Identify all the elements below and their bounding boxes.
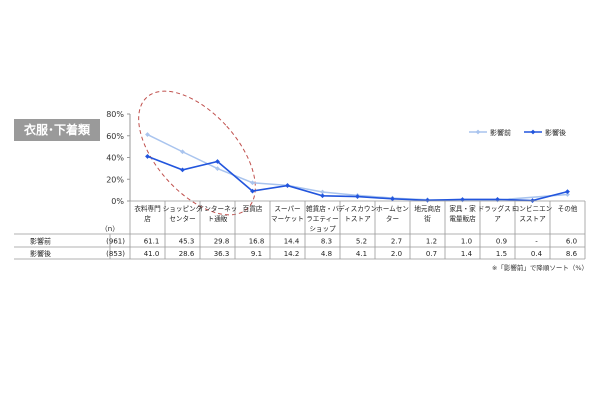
series-after [145, 154, 570, 203]
data-label: 14.2 [284, 250, 300, 258]
series-line [147, 133, 568, 201]
y-tick-label: 60% [106, 132, 124, 141]
data-label: 2.0 [391, 250, 402, 258]
data-label: 1.0 [461, 238, 472, 246]
data-label: 8.3 [321, 238, 332, 246]
data-point [565, 192, 570, 197]
y-tick-label: 40% [106, 154, 124, 163]
data-point [565, 189, 570, 195]
data-point [530, 198, 535, 203]
chart-axes: 0% 20% 40% 60% 80% [106, 110, 131, 206]
category-label: 衣料専門店 [134, 204, 161, 223]
category-label: ショッピングセンター [163, 204, 203, 223]
data-point [495, 196, 500, 202]
category-label: 雑貨店・バラエティーショップ [306, 204, 339, 233]
data-label: 4.8 [321, 250, 332, 258]
data-point [250, 188, 255, 194]
data-label: 4.1 [356, 250, 367, 258]
data-label: 45.3 [179, 238, 195, 246]
data-label: 14.4 [284, 238, 300, 246]
data-point [145, 154, 150, 159]
data-point [425, 197, 430, 203]
legend-marker [475, 129, 481, 135]
data-label: 2.7 [391, 238, 402, 246]
data-point [250, 180, 255, 186]
category-label: コンビニエンスストア [513, 204, 553, 223]
data-point [320, 193, 325, 199]
data-label: - [535, 238, 538, 246]
legend-label: 影響後 [545, 128, 566, 137]
legend-marker [530, 129, 536, 135]
row-n-value: (853) [106, 250, 125, 258]
category-label: インターネット通販 [198, 204, 238, 223]
data-label: 61.1 [144, 238, 160, 246]
data-point [320, 189, 325, 195]
series-before [145, 132, 570, 203]
category-badge: 衣服･下着類 [14, 119, 100, 141]
category-label: ディスカウントストア [338, 204, 378, 223]
data-label: 9.1 [251, 250, 262, 258]
data-label: 1.4 [461, 250, 473, 258]
data-label: 0.4 [531, 250, 543, 258]
data-point [285, 183, 290, 188]
category-label: その他 [558, 204, 578, 213]
data-label: 36.3 [214, 250, 230, 258]
category-label: 百貨店 [243, 204, 263, 213]
y-tick-label: 20% [106, 175, 124, 184]
legend: 影響前 影響後 [469, 128, 566, 137]
category-label: ドラッグストア [478, 204, 518, 223]
data-label: 41.0 [144, 250, 160, 258]
category-label: ホームセンター [376, 205, 409, 223]
data-label: 1.5 [496, 250, 507, 258]
y-tick-label: 0% [111, 197, 124, 206]
data-label: 6.0 [566, 238, 577, 246]
data-label: 0.9 [496, 238, 507, 246]
data-point [355, 194, 360, 199]
row-n-value: (961) [106, 238, 125, 246]
y-tick-label: 80% [106, 110, 124, 119]
data-label: 0.7 [426, 250, 437, 258]
row-series-name: 影響前 [30, 237, 51, 246]
legend-label: 影響前 [490, 128, 511, 137]
category-label: 地元商店街 [414, 204, 441, 223]
data-label: 16.8 [249, 238, 265, 246]
category-label: 家具・家電量販店 [449, 204, 476, 223]
series-lines [145, 132, 570, 203]
data-point [460, 197, 465, 202]
data-point [180, 167, 185, 173]
data-label: 1.2 [426, 238, 437, 246]
data-point [215, 166, 220, 171]
row-series-name: 影響後 [30, 249, 51, 258]
data-label: 5.2 [356, 238, 367, 246]
data-label: 28.6 [179, 250, 195, 258]
data-point [390, 196, 395, 202]
highlight-ellipse [138, 90, 256, 216]
n-header: （n） [101, 225, 119, 233]
data-label: 29.8 [214, 238, 230, 246]
data-point [145, 132, 150, 137]
data-label: 8.6 [566, 250, 578, 258]
data-point [215, 159, 220, 164]
category-label: スーパーマーケット [271, 205, 304, 223]
data-point [180, 149, 185, 155]
sort-note: ※「影響前」で降順ソート（%） [491, 264, 588, 272]
